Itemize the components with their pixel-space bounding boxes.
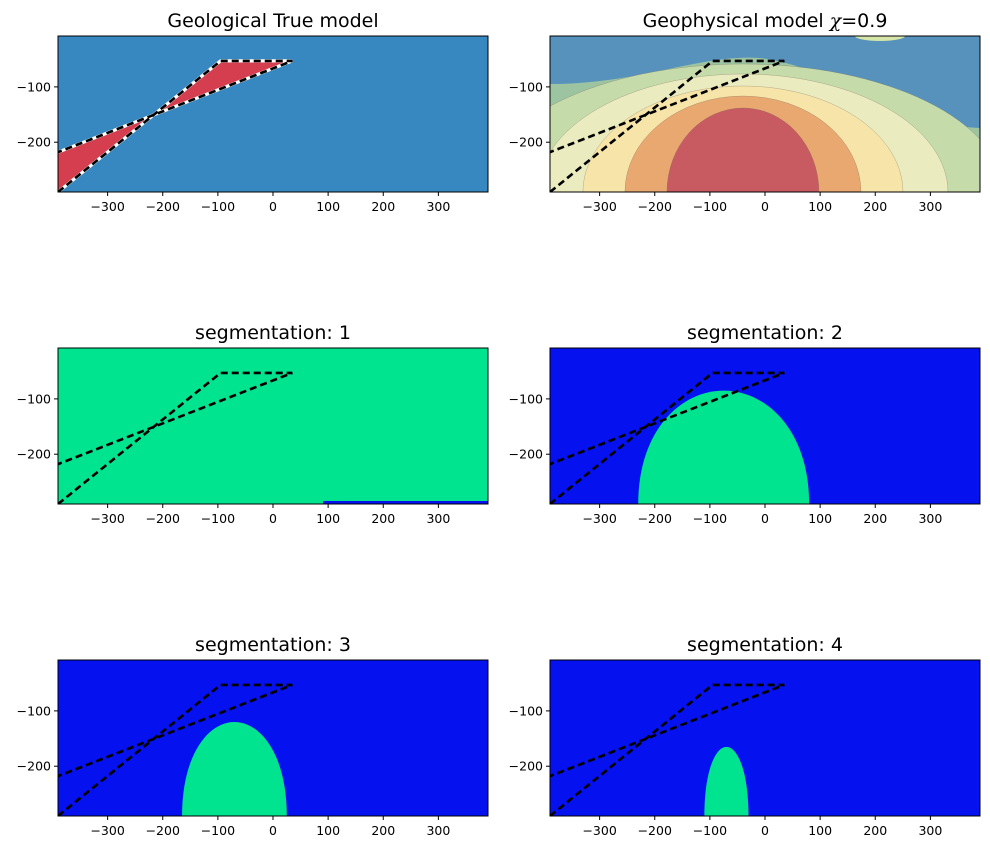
y-tick-label: −200 xyxy=(17,759,51,774)
x-tick-label: 100 xyxy=(808,199,832,214)
panel-title: segmentation: 4 xyxy=(687,634,843,656)
x-tick-label: −200 xyxy=(638,511,672,526)
dike-outline xyxy=(550,59,785,192)
x-tick-label: 100 xyxy=(316,199,340,214)
dike-outline xyxy=(550,683,785,816)
segmented-body xyxy=(638,390,810,504)
x-tick-label: −100 xyxy=(201,199,235,214)
x-tick-label: −200 xyxy=(146,823,180,838)
x-tick-label: 300 xyxy=(918,199,942,214)
x-tick-label: −300 xyxy=(582,511,616,526)
panel-true-model: −300 −200 −100 0 100 200 300 −100 −200 Geological… xyxy=(17,10,489,214)
segmented-body xyxy=(704,746,749,816)
x-tick-label: 300 xyxy=(918,823,942,838)
panel-geophysical-model: −300 −200 −100 0 100 200 300 −100 −200 Geophysica… xyxy=(509,10,981,214)
contour-band-5 xyxy=(666,107,820,192)
panel-title: Geophysical model χ=0.9 xyxy=(643,10,888,32)
x-tick-label: −300 xyxy=(90,823,124,838)
x-tick-label: −100 xyxy=(201,511,235,526)
y-tick-label: −100 xyxy=(509,79,543,94)
dike-outline xyxy=(550,371,785,504)
x-tick-label: −100 xyxy=(693,823,727,838)
y-tick-label: −100 xyxy=(17,79,51,94)
x-tick-label: 0 xyxy=(761,199,769,214)
x-tick-label: 0 xyxy=(269,199,277,214)
x-tick-label: 200 xyxy=(371,511,395,526)
x-tick-label: 0 xyxy=(761,823,769,838)
geophys-low-zone xyxy=(550,36,980,128)
dike-outline xyxy=(58,683,293,816)
x-tick-label: 100 xyxy=(316,823,340,838)
dike-outline xyxy=(58,59,293,192)
panel-segmentation-1: −300 −200 −100 0 100 200 300 −100 −200 segmentati… xyxy=(17,322,489,526)
y-tick-label: −100 xyxy=(509,391,543,406)
plot-area xyxy=(58,36,488,192)
panel-segmentation-3: −300 −200 −100 0 100 200 300 −100 −200 segmentati… xyxy=(17,634,489,838)
x-tick-label: 200 xyxy=(863,823,887,838)
x-tick-label: −200 xyxy=(638,199,672,214)
x-tick-label: 100 xyxy=(316,511,340,526)
x-tick-label: 300 xyxy=(426,199,450,214)
x-tick-label: 100 xyxy=(808,511,832,526)
x-tick-label: 200 xyxy=(371,199,395,214)
background-segment xyxy=(550,660,980,816)
panel-title: Geological True model xyxy=(167,10,378,32)
x-tick-label: 300 xyxy=(918,511,942,526)
plot-area xyxy=(58,348,488,504)
x-tick-label: 0 xyxy=(269,823,277,838)
dike-outline xyxy=(58,371,293,504)
contour-patch xyxy=(855,36,905,41)
x-tick-label: −100 xyxy=(201,823,235,838)
x-tick-label: 200 xyxy=(371,823,395,838)
x-tick-label: −100 xyxy=(693,199,727,214)
x-tick-label: 300 xyxy=(426,511,450,526)
x-tick-label: −200 xyxy=(146,511,180,526)
x-tick-label: 0 xyxy=(761,511,769,526)
y-tick-label: −200 xyxy=(17,447,51,462)
x-tick-label: −200 xyxy=(146,199,180,214)
x-tick-label: −300 xyxy=(90,511,124,526)
y-tick-label: −100 xyxy=(509,703,543,718)
plot-area xyxy=(550,660,980,816)
x-tick-label: 200 xyxy=(863,511,887,526)
plot-area xyxy=(58,660,488,816)
x-tick-label: 200 xyxy=(863,199,887,214)
segment-edge xyxy=(323,501,488,504)
x-tick-label: 0 xyxy=(269,511,277,526)
x-tick-label: −200 xyxy=(638,823,672,838)
panel-segmentation-2: −300 −200 −100 0 100 200 300 −100 −200 segmentati… xyxy=(509,322,981,526)
x-tick-label: 300 xyxy=(426,823,450,838)
segmented-body xyxy=(182,721,287,816)
x-tick-label: −300 xyxy=(582,199,616,214)
segmented-region xyxy=(58,348,488,504)
y-tick-label: −100 xyxy=(17,391,51,406)
plot-area xyxy=(550,36,980,192)
y-tick-label: −200 xyxy=(509,447,543,462)
panel-segmentation-4: −300 −200 −100 0 100 200 300 −100 −200 segmentati… xyxy=(509,634,981,838)
x-tick-label: 100 xyxy=(808,823,832,838)
x-tick-label: −300 xyxy=(90,199,124,214)
y-tick-label: −200 xyxy=(17,135,51,150)
panel-title: segmentation: 1 xyxy=(195,322,351,344)
y-tick-label: −100 xyxy=(17,703,51,718)
x-tick-label: −300 xyxy=(582,823,616,838)
y-tick-label: −200 xyxy=(509,135,543,150)
y-tick-label: −200 xyxy=(509,759,543,774)
panel-title: segmentation: 3 xyxy=(195,634,351,656)
plot-area xyxy=(550,348,980,504)
x-tick-label: −100 xyxy=(693,511,727,526)
panel-title: segmentation: 2 xyxy=(687,322,843,344)
